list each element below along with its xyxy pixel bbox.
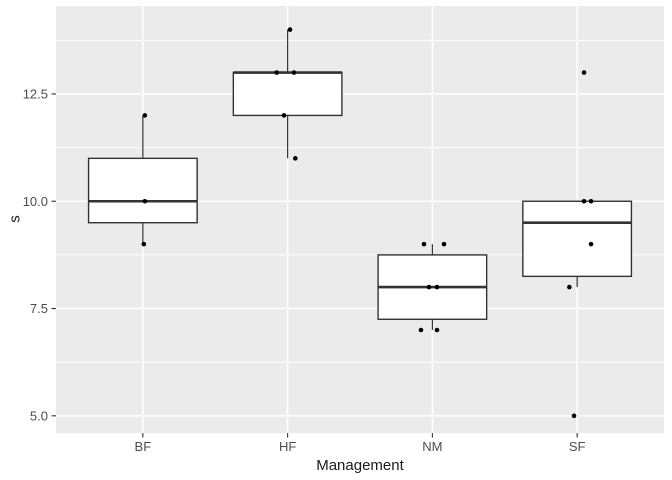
data-point — [588, 198, 594, 204]
data-point — [293, 156, 298, 161]
x-tick-label: SF — [569, 439, 586, 454]
data-point — [426, 284, 432, 290]
data-point — [434, 327, 440, 333]
data-point — [291, 70, 297, 75]
box-HF — [232, 71, 343, 117]
data-point — [142, 113, 148, 118]
x-tick-label: BF — [135, 439, 152, 454]
x-tick-label: HF — [279, 439, 296, 454]
data-point — [142, 198, 148, 204]
box-SF — [522, 200, 633, 278]
data-point — [567, 284, 572, 290]
y-tick-label: 7.5 — [30, 301, 48, 316]
data-point — [581, 198, 587, 204]
data-point — [588, 241, 594, 247]
y-tick-label: 10.0 — [23, 194, 48, 209]
data-point — [274, 70, 280, 75]
y-axis-title: s — [6, 215, 24, 223]
data-point — [434, 284, 440, 290]
data-point — [281, 113, 287, 118]
data-point — [141, 241, 147, 247]
y-tick-label: 5.0 — [30, 408, 48, 423]
data-point — [287, 27, 293, 32]
x-tick-label: NM — [422, 439, 442, 454]
data-point — [421, 241, 427, 247]
data-point — [418, 327, 424, 333]
y-tick-label: 12.5 — [23, 86, 48, 101]
data-point — [571, 413, 577, 419]
x-axis-title: Management — [316, 457, 404, 474]
data-point — [581, 70, 587, 75]
data-point — [441, 241, 447, 247]
box-BF — [87, 157, 198, 224]
